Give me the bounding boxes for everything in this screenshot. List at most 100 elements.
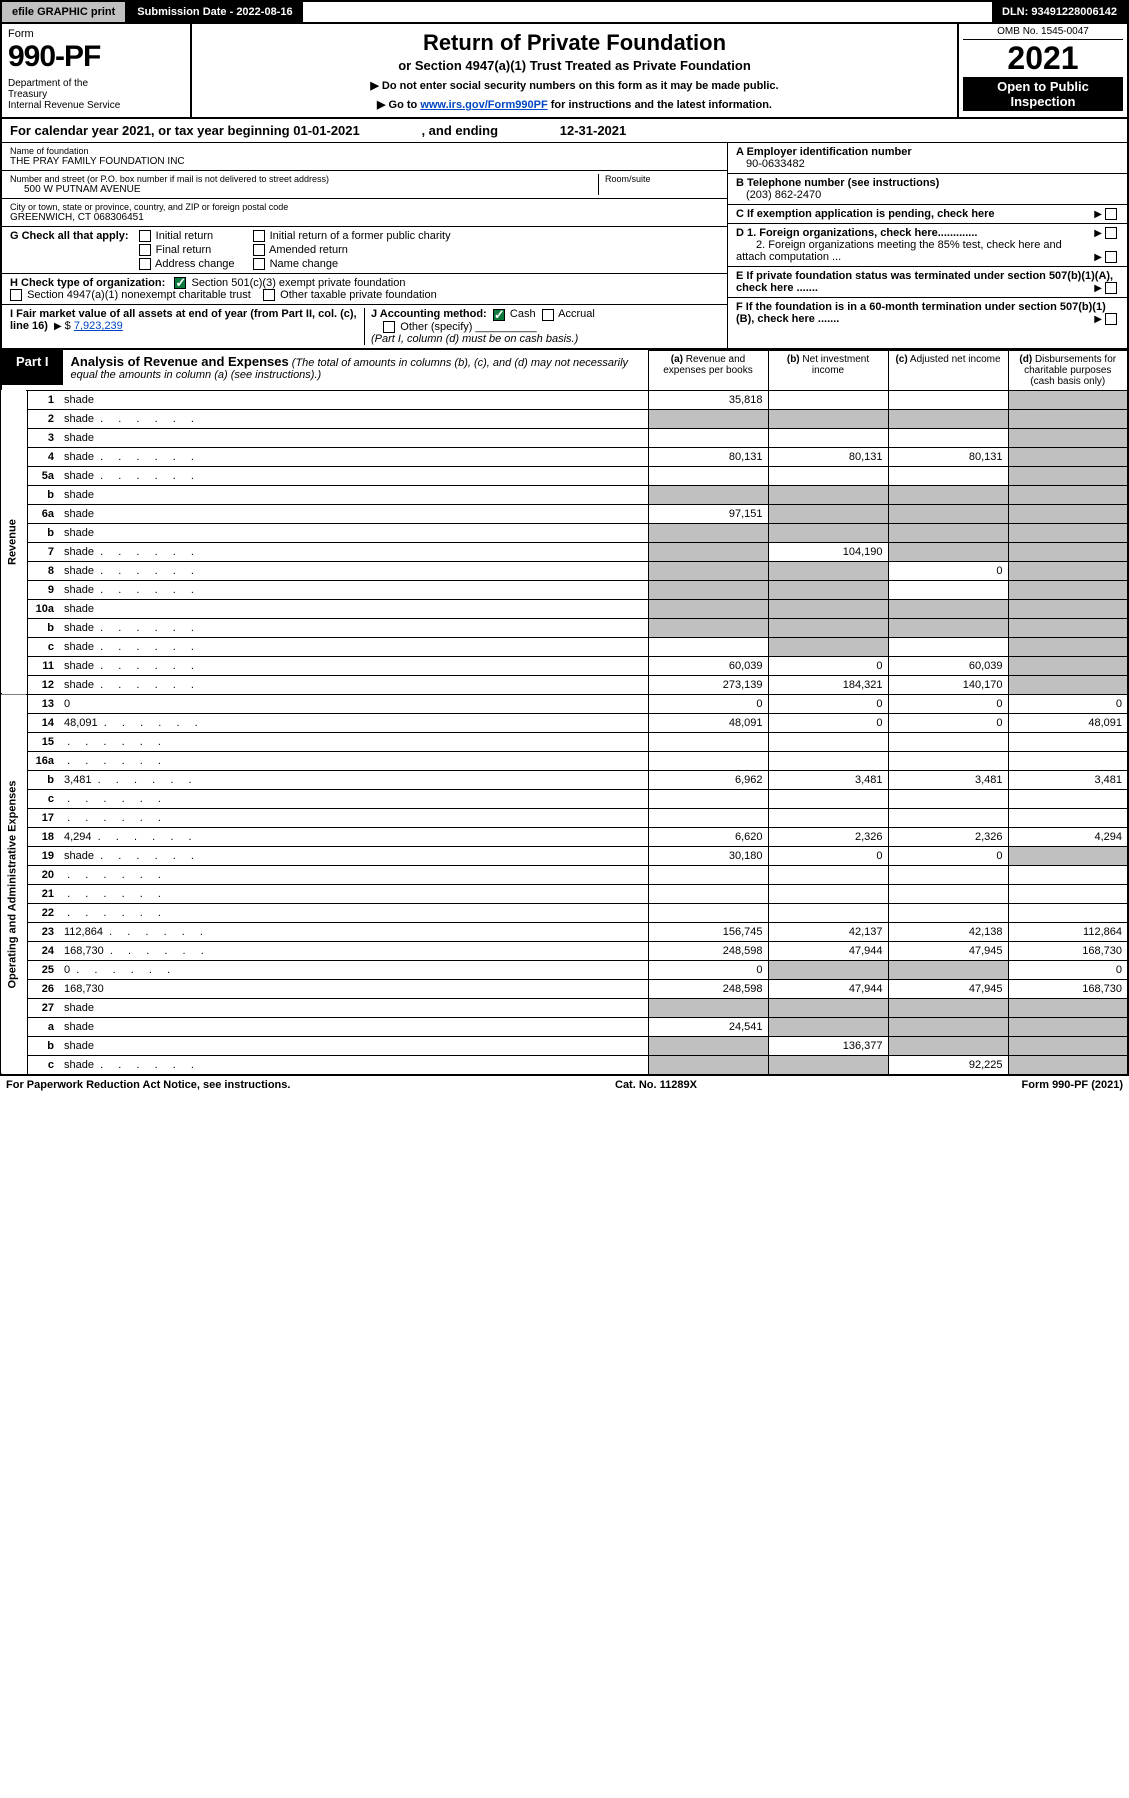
row-number: 19 bbox=[27, 846, 59, 865]
efile-button[interactable]: efile GRAPHIC print bbox=[2, 2, 127, 22]
value-cell-b: 0 bbox=[768, 656, 888, 675]
value-cell-a bbox=[648, 637, 768, 656]
dln-number: DLN: 93491228006142 bbox=[992, 2, 1127, 22]
box-f-cell: F If the foundation is in a 60-month ter… bbox=[728, 298, 1127, 328]
table-row: 26168,730248,59847,94447,945168,730 bbox=[1, 979, 1128, 998]
check-accrual[interactable] bbox=[542, 309, 554, 321]
year-block: OMB No. 1545-0047 2021 Open to Public In… bbox=[957, 24, 1127, 117]
row-desc: shade bbox=[59, 998, 648, 1017]
row-number: 18 bbox=[27, 827, 59, 846]
opt-initial-former[interactable]: Initial return of a former public charit… bbox=[253, 230, 451, 242]
opt-final[interactable]: Final return bbox=[139, 244, 235, 256]
value-cell-d bbox=[1008, 732, 1128, 751]
value-cell-b: 0 bbox=[768, 846, 888, 865]
table-row: 7shade . . . . . .104,190 bbox=[1, 542, 1128, 561]
table-row: 6ashade97,151 bbox=[1, 504, 1128, 523]
footer: For Paperwork Reduction Act Notice, see … bbox=[0, 1076, 1129, 1094]
row-desc: shade bbox=[59, 428, 648, 447]
value-cell-a bbox=[648, 751, 768, 770]
table-row: bshade136,377 bbox=[1, 1036, 1128, 1055]
footer-mid: Cat. No. 11289X bbox=[615, 1079, 697, 1091]
value-cell-b bbox=[768, 580, 888, 599]
check-f[interactable] bbox=[1105, 313, 1117, 325]
value-cell-b bbox=[768, 960, 888, 979]
form-title-block: Return of Private Foundation or Section … bbox=[192, 24, 957, 117]
value-cell-b: 184,321 bbox=[768, 675, 888, 694]
footer-right: Form 990-PF (2021) bbox=[1022, 1079, 1124, 1091]
check-other-method[interactable] bbox=[383, 321, 395, 333]
value-cell-c bbox=[888, 485, 1008, 504]
row-desc: 0 bbox=[59, 694, 648, 713]
arrow-icon bbox=[1091, 313, 1105, 325]
row-number: 1 bbox=[27, 390, 59, 409]
opt-name[interactable]: Name change bbox=[253, 258, 451, 270]
check-e[interactable] bbox=[1105, 282, 1117, 294]
value-cell-c bbox=[888, 865, 1008, 884]
opt-initial[interactable]: Initial return bbox=[139, 230, 235, 242]
box-g-cell: G Check all that apply: Initial return I… bbox=[2, 227, 727, 274]
row-desc: . . . . . . bbox=[59, 732, 648, 751]
value-cell-b: 136,377 bbox=[768, 1036, 888, 1055]
row-number: 20 bbox=[27, 865, 59, 884]
address-cell: Number and street (or P.O. box number if… bbox=[2, 171, 727, 199]
table-row: 20 . . . . . . bbox=[1, 865, 1128, 884]
value-cell-c: 140,170 bbox=[888, 675, 1008, 694]
value-cell-d bbox=[1008, 789, 1128, 808]
row-number: b bbox=[27, 770, 59, 789]
value-cell-d bbox=[1008, 751, 1128, 770]
part1-header-row: Part I Analysis of Revenue and Expenses … bbox=[1, 350, 1128, 390]
table-row: 22 . . . . . . bbox=[1, 903, 1128, 922]
value-cell-d bbox=[1008, 1017, 1128, 1036]
part1-tag: Part I bbox=[2, 350, 63, 385]
ein-label: A Employer identification number bbox=[736, 146, 912, 158]
value-cell-a bbox=[648, 561, 768, 580]
box-h-cell: H Check type of organization: Section 50… bbox=[2, 274, 727, 305]
value-cell-a bbox=[648, 599, 768, 618]
check-other-tax[interactable] bbox=[263, 289, 275, 301]
value-cell-a: 97,151 bbox=[648, 504, 768, 523]
check-d2[interactable] bbox=[1105, 251, 1117, 263]
fmv-link[interactable]: 7,923,239 bbox=[74, 320, 123, 332]
form-header: Form 990-PF Department of theTreasuryInt… bbox=[0, 24, 1129, 119]
name-label: Name of foundation bbox=[10, 146, 719, 156]
value-cell-d bbox=[1008, 846, 1128, 865]
opt-amended[interactable]: Amended return bbox=[253, 244, 451, 256]
row-desc: . . . . . . bbox=[59, 751, 648, 770]
value-cell-b bbox=[768, 409, 888, 428]
check-c[interactable] bbox=[1105, 208, 1117, 220]
row-number: b bbox=[27, 1036, 59, 1055]
row-number: 13 bbox=[27, 694, 59, 713]
cal-mid: , and ending bbox=[360, 123, 560, 138]
opt-accrual: Accrual bbox=[558, 308, 595, 320]
opt-address[interactable]: Address change bbox=[139, 258, 235, 270]
table-row: 1448,091 . . . . . .48,0910048,091 bbox=[1, 713, 1128, 732]
check-4947[interactable] bbox=[10, 289, 22, 301]
check-cash[interactable] bbox=[493, 309, 505, 321]
check-d1[interactable] bbox=[1105, 227, 1117, 239]
form-url-link[interactable]: www.irs.gov/Form990PF bbox=[420, 99, 547, 111]
value-cell-a: 35,818 bbox=[648, 390, 768, 409]
value-cell-a bbox=[648, 732, 768, 751]
check-501c3[interactable] bbox=[174, 277, 186, 289]
arrow-icon bbox=[1091, 208, 1105, 220]
box-d1-label: D 1. Foreign organizations, check here..… bbox=[736, 227, 977, 239]
value-cell-a bbox=[648, 542, 768, 561]
value-cell-d bbox=[1008, 542, 1128, 561]
calendar-year-row: For calendar year 2021, or tax year begi… bbox=[0, 119, 1129, 143]
value-cell-c bbox=[888, 637, 1008, 656]
value-cell-a: 60,039 bbox=[648, 656, 768, 675]
value-cell-c bbox=[888, 599, 1008, 618]
value-cell-c bbox=[888, 1036, 1008, 1055]
note2-post: for instructions and the latest informat… bbox=[548, 99, 772, 111]
value-cell-a bbox=[648, 466, 768, 485]
value-cell-a bbox=[648, 1036, 768, 1055]
value-cell-a: 6,962 bbox=[648, 770, 768, 789]
row-desc: shade . . . . . . bbox=[59, 447, 648, 466]
table-row: b3,481 . . . . . .6,9623,4813,4813,481 bbox=[1, 770, 1128, 789]
table-row: Operating and Administrative Expenses130… bbox=[1, 694, 1128, 713]
row-desc: shade . . . . . . bbox=[59, 542, 648, 561]
value-cell-b: 0 bbox=[768, 694, 888, 713]
table-row: ashade24,541 bbox=[1, 1017, 1128, 1036]
value-cell-a bbox=[648, 789, 768, 808]
value-cell-b bbox=[768, 561, 888, 580]
